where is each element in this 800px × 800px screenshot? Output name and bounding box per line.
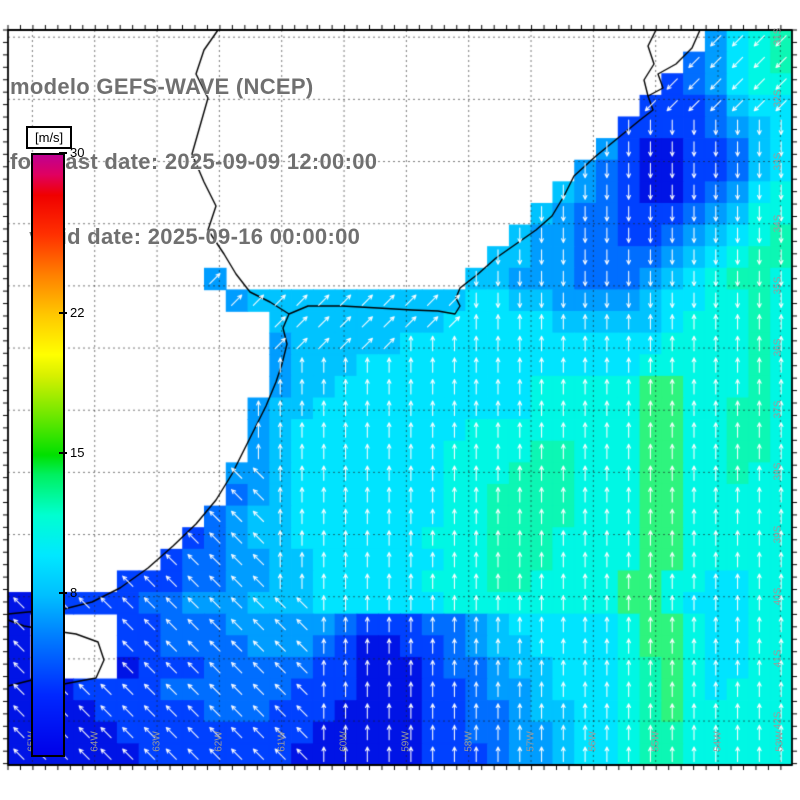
lon-label: 59W [400,731,412,752]
colorbar-tick-label: 15 [70,445,85,460]
model-title: modelo GEFS-WAVE (NCEP) [10,74,314,99]
lat-label: 36S [772,338,784,357]
lat-label: 35S [772,276,784,295]
lon-label: 58W [463,731,475,752]
colorbar-unit-label: [m/s] [26,126,73,149]
lon-label: 61W [276,731,288,752]
colorbar-tick-label: 30 [70,145,85,160]
colorbar-tick-mark [59,152,67,154]
colorbar-tick-label: 22 [70,305,85,320]
lon-label: 57W [525,731,537,752]
colorbar-tick-mark [59,452,67,454]
colorbar-tick-mark [59,592,67,594]
colorbar-tick-mark [59,312,67,314]
lon-label: 54W [712,731,724,752]
lat-label: 39S [772,525,784,543]
colorbar-tick-label: 8 [70,585,78,600]
lat-label: 40S [772,587,784,606]
lat-label: 32S [772,89,784,108]
lat-label: 42S [772,711,784,730]
lat-label: 41S [772,649,784,668]
lat-label: 38S [772,462,784,481]
lat-label: 33S [772,152,784,170]
colorbar: [m/s] 30 22 15 8 [26,126,146,766]
lon-label: 60W [338,731,350,752]
lon-label: 55W [650,731,662,752]
lon-label: 62W [213,731,225,752]
lat-label: 37S [772,400,784,419]
lat-label: 34S [772,214,784,233]
lon-label: 63W [151,731,163,752]
colorbar-gradient [31,153,65,757]
lon-label: 56W [587,731,599,752]
lat-label: 31S [772,27,784,46]
